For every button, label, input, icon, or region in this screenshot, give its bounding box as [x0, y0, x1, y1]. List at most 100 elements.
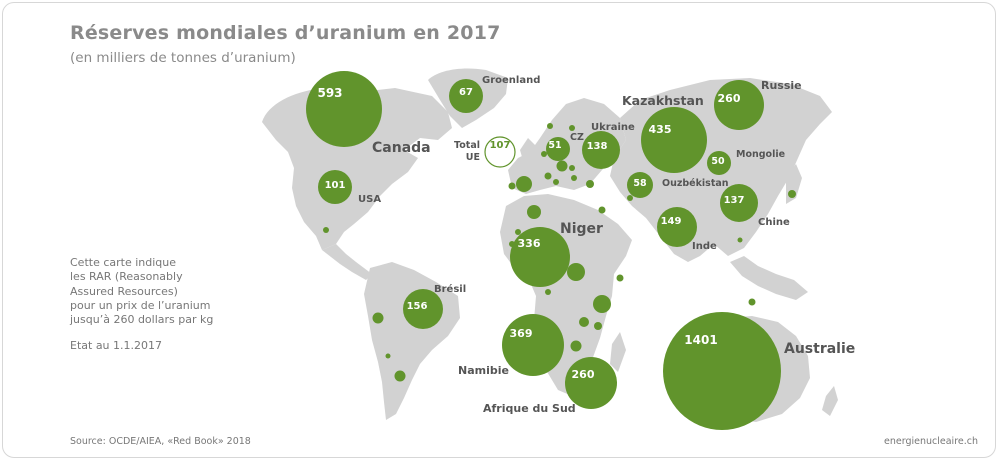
reserve-bubbles: 593 67 107 435 260 101 51 138 50 58 137 …: [306, 71, 781, 430]
label-ukraine: Ukraine: [591, 122, 635, 133]
note-date: Etat au 1.1.2017: [70, 339, 163, 353]
label-ue: UE: [466, 152, 480, 163]
land-north-america: [262, 88, 452, 250]
minor-dot: [385, 353, 391, 359]
value-kazakhstan: 435: [649, 123, 672, 136]
bubble-mongolie: [707, 151, 731, 175]
land-central-america: [322, 244, 372, 280]
minor-dot: [323, 227, 329, 233]
minor-dot: [593, 295, 611, 313]
land-new-zealand: [822, 386, 838, 416]
minor-dot: [570, 340, 582, 352]
minor-dot: [579, 317, 589, 327]
value-russie: 260: [718, 92, 741, 105]
bubble-groenland: [449, 79, 483, 113]
bubble-afrique-du-sud: [565, 357, 617, 409]
value-australie: 1401: [684, 333, 717, 347]
country-labels: Canada Groenland Total UE Kazakhstan Rus…: [358, 75, 855, 415]
value-canada: 593: [317, 86, 342, 100]
value-ukraine: 138: [587, 141, 608, 152]
value-inde: 149: [661, 216, 682, 227]
label-afrique-du-sud: Afrique du Sud: [483, 402, 576, 415]
minor-dot: [569, 165, 575, 171]
label-inde: Inde: [692, 241, 717, 252]
value-chine: 137: [724, 195, 745, 206]
bubble-chine: [720, 184, 758, 222]
minor-dot: [556, 160, 568, 172]
note-line: Assured Resources): [70, 284, 178, 298]
label-mongolie: Mongolie: [736, 149, 785, 160]
label-bresil: Brésil: [434, 283, 466, 295]
value-cz: 51: [548, 140, 561, 151]
minor-dot: [748, 298, 756, 306]
label-namibie: Namibie: [458, 364, 509, 377]
value-mongolie: 50: [711, 156, 725, 167]
value-namibie: 369: [510, 327, 533, 340]
value-bresil: 156: [407, 301, 428, 312]
minor-dot: [547, 123, 553, 129]
label-russie: Russie: [761, 79, 802, 92]
value-total-ue: 107: [490, 140, 511, 151]
page-title: Réserves mondiales d’uranium en 2017: [70, 22, 501, 44]
minor-dot: [553, 179, 559, 185]
minor-dot: [569, 125, 575, 131]
minor-dot: [372, 312, 384, 324]
bubble-cz: [546, 137, 570, 161]
bubble-russie: [714, 80, 764, 130]
minor-dot: [541, 151, 547, 157]
bubble-ouzbekistan: [627, 172, 653, 198]
label-usa: USA: [358, 194, 381, 205]
land-uk: [520, 138, 536, 164]
minor-dot: [737, 237, 743, 243]
bubble-australie: [663, 312, 781, 430]
minor-dot: [394, 370, 406, 382]
bubble-canada: [306, 71, 382, 147]
minor-dot: [586, 180, 594, 188]
label-australie: Australie: [784, 341, 855, 357]
bubble-kazakhstan: [641, 107, 707, 173]
bubble-total-ue: [484, 136, 516, 168]
value-afrique-du-sud: 260: [572, 368, 595, 381]
minor-dot: [788, 190, 796, 198]
minor-reserves: [323, 123, 796, 382]
bubble-ukraine: [582, 131, 620, 169]
note-line: les RAR (Reasonably: [70, 270, 183, 284]
map-note: Cette carte indique les RAR (Reasonably …: [70, 256, 213, 354]
page-subtitle: (en milliers de tonnes d’uranium): [70, 50, 296, 66]
minor-dot: [594, 322, 602, 330]
label-ouzbekistan: Ouzbékistan: [662, 178, 729, 189]
minor-dot: [544, 172, 552, 180]
bubble-bresil: [403, 289, 443, 329]
label-chine: Chine: [758, 217, 790, 228]
bubble-namibie: [502, 314, 564, 376]
land-southeast-asia: [730, 256, 808, 300]
label-total: Total: [454, 140, 480, 151]
label-cz: CZ: [570, 132, 584, 143]
minor-dot: [516, 176, 532, 192]
label-groenland: Groenland: [482, 75, 540, 86]
minor-dot: [527, 205, 541, 219]
label-canada: Canada: [372, 140, 431, 156]
label-kazakhstan: Kazakhstan: [622, 93, 704, 108]
minor-dot: [508, 182, 516, 190]
minor-dot: [627, 195, 633, 201]
label-niger: Niger: [560, 221, 603, 237]
minor-dot: [567, 263, 585, 281]
value-groenland: 67: [459, 87, 473, 98]
land-madagascar: [610, 332, 626, 372]
minor-dot: [515, 229, 521, 235]
minor-dot: [616, 274, 624, 282]
bubble-usa: [318, 170, 352, 204]
value-niger: 336: [518, 237, 541, 250]
note-line: Cette carte indique: [70, 256, 177, 269]
note-line: pour un prix de l’uranium: [70, 298, 211, 312]
minor-dot: [571, 175, 577, 181]
value-ouzbekistan: 58: [633, 178, 647, 189]
minor-dot: [545, 289, 551, 295]
source-text: Source: OCDE/AIEA, «Red Book» 2018: [70, 436, 251, 447]
bubble-niger: [510, 227, 570, 287]
site-link[interactable]: energienucleaire.ch: [884, 436, 978, 447]
minor-dot: [598, 206, 606, 214]
bubble-inde: [657, 207, 697, 247]
